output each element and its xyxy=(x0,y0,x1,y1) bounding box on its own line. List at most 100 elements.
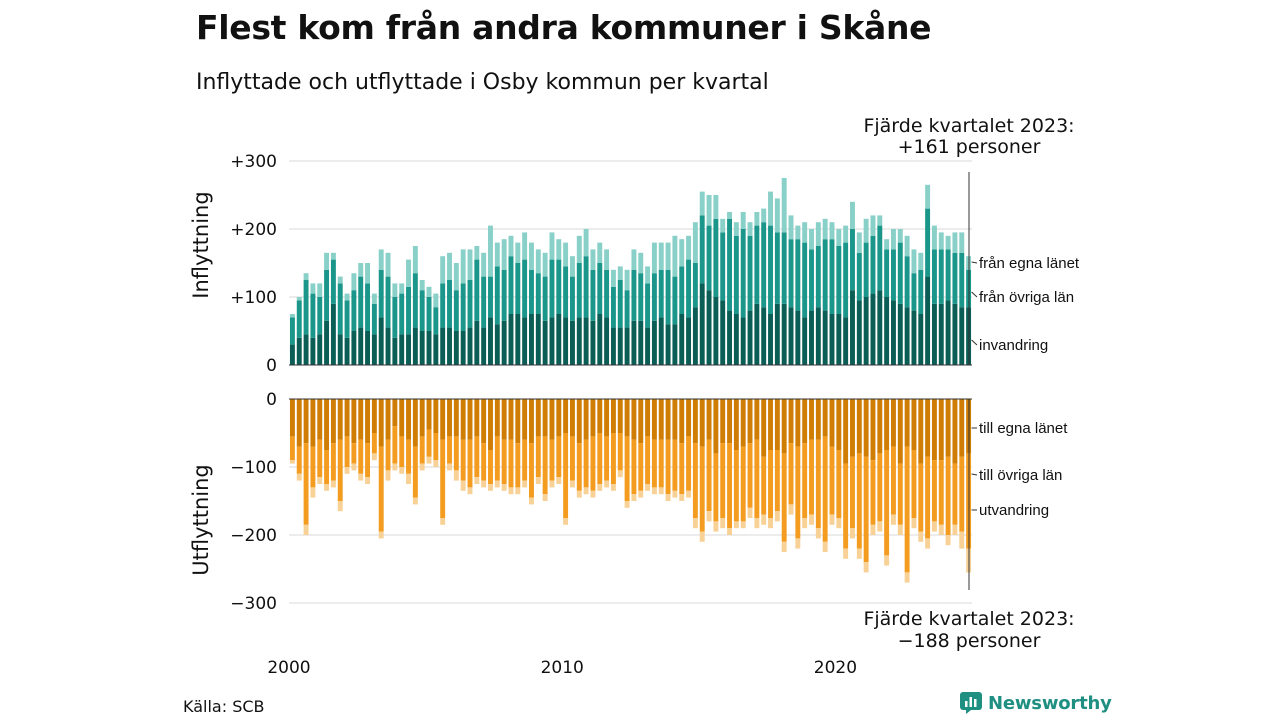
bar-segment-till-egna-länet xyxy=(289,399,295,437)
bar-segment-från-övriga-län xyxy=(481,276,487,328)
bar-segment-från-egna-länet xyxy=(440,327,446,365)
bar-segment-till-övriga-län xyxy=(959,456,965,532)
bar-segment-från-övriga-län xyxy=(351,290,357,331)
bar-segment-invandring xyxy=(453,263,459,291)
bar-segment-invandring xyxy=(365,263,371,284)
bar-segment-invandring xyxy=(378,249,384,270)
bar-segment-invandring xyxy=(911,249,917,274)
y-tick-label: −300 xyxy=(230,594,277,614)
bar-segment-från-övriga-län xyxy=(658,269,664,318)
bar-segment-från-egna-länet xyxy=(658,317,664,365)
bar-segment-till-egna-länet xyxy=(679,399,685,444)
bar-segment-invandring xyxy=(645,266,651,284)
bar-segment-till-egna-länet xyxy=(529,399,534,444)
bar-segment-till-egna-länet xyxy=(385,399,391,440)
x-tick-label: 2000 xyxy=(267,658,310,678)
bar-segment-från-övriga-län xyxy=(727,218,732,311)
bar-segment-från-övriga-län xyxy=(952,252,958,304)
bar-segment-invandring xyxy=(672,235,678,277)
bar-segment-till-övriga-län xyxy=(911,450,917,518)
bar-segment-invandring xyxy=(651,242,657,274)
bar-segment-från-egna-länet xyxy=(447,327,452,365)
bar-segment-från-övriga-län xyxy=(337,283,343,335)
bar-segment-från-egna-länet xyxy=(576,317,582,365)
bar-segment-till-övriga-län xyxy=(754,439,760,518)
bar-segment-invandring xyxy=(884,239,890,250)
bar-segment-från-övriga-län xyxy=(576,263,582,318)
bar-segment-invandring xyxy=(610,269,616,287)
bar-segment-från-egna-länet xyxy=(774,303,780,365)
bar-segment-till-egna-länet xyxy=(788,399,794,444)
bar-segment-till-övriga-län xyxy=(788,443,794,505)
bar-segment-invandring xyxy=(938,232,944,250)
bar-segment-invandring xyxy=(870,215,876,236)
bar-segment-invandring xyxy=(815,222,821,246)
bar-segment-till-övriga-län xyxy=(945,456,951,535)
bar-segment-från-övriga-län xyxy=(597,263,603,314)
bar-segment-till-övriga-län xyxy=(426,429,432,457)
bar-segment-från-övriga-län xyxy=(474,259,480,321)
bar-segment-till-övriga-län xyxy=(651,439,657,488)
bar-segment-invandring xyxy=(351,273,357,291)
bar-segment-till-övriga-län xyxy=(344,436,350,467)
bar-segment-till-egna-länet xyxy=(891,399,896,447)
bar-segment-invandring xyxy=(467,249,473,280)
bar-segment-till-övriga-län xyxy=(378,446,384,532)
bar-segment-invandring xyxy=(665,242,671,270)
bar-segment-till-övriga-län xyxy=(699,446,705,532)
bar-segment-utvandring xyxy=(597,484,603,491)
bar-segment-till-övriga-län xyxy=(740,446,746,522)
bar-segment-utvandring xyxy=(501,484,507,491)
bar-segment-invandring xyxy=(931,225,937,250)
bar-segment-från-övriga-län xyxy=(836,246,842,314)
bar-segment-utvandring xyxy=(795,538,801,549)
bar-segment-till-egna-länet xyxy=(672,399,678,440)
bar-segment-från-övriga-län xyxy=(856,252,862,301)
bar-segment-till-övriga-län xyxy=(317,439,323,478)
bar-segment-invandring xyxy=(556,239,562,260)
bar-segment-från-övriga-län xyxy=(617,280,623,328)
bar-segment-till-egna-länet xyxy=(952,399,958,464)
bar-segment-från-egna-länet xyxy=(925,276,931,365)
bar-segment-från-övriga-län xyxy=(460,283,466,331)
bar-segment-till-övriga-län xyxy=(385,439,391,471)
bar-segment-till-egna-länet xyxy=(938,399,944,461)
bar-segment-från-egna-länet xyxy=(310,337,316,365)
bar-segment-till-egna-länet xyxy=(433,399,439,433)
bar-segment-från-övriga-län xyxy=(467,280,473,328)
bar-segment-invandring xyxy=(549,232,555,260)
bar-segment-från-övriga-län xyxy=(310,293,316,338)
bar-segment-till-övriga-län xyxy=(720,443,726,518)
bar-segment-från-övriga-län xyxy=(809,249,814,311)
bar-segment-från-övriga-län xyxy=(378,269,384,318)
bar-segment-från-övriga-län xyxy=(843,242,849,318)
bar-segment-till-övriga-län xyxy=(604,436,610,481)
bar-segment-till-övriga-län xyxy=(481,443,487,481)
bar-segment-till-egna-länet xyxy=(351,399,357,444)
bar-segment-utvandring xyxy=(733,521,739,529)
bar-segment-invandring xyxy=(412,246,418,274)
bar-segment-utvandring xyxy=(727,528,732,535)
bar-segment-till-egna-länet xyxy=(515,399,521,444)
bar-segment-utvandring xyxy=(768,518,773,529)
bar-segment-utvandring xyxy=(918,531,924,542)
series-leader-line xyxy=(971,261,978,264)
bar-segment-utvandring xyxy=(679,494,685,501)
bar-segment-till-egna-länet xyxy=(665,399,671,440)
bar-segment-invandring xyxy=(371,293,377,304)
bar-segment-utvandring xyxy=(645,484,651,491)
bar-segment-från-övriga-län xyxy=(296,300,302,338)
bar-segment-från-övriga-län xyxy=(590,269,596,321)
bar-segment-till-övriga-län xyxy=(371,433,377,454)
bar-segment-till-övriga-län xyxy=(610,433,616,484)
bar-segment-utvandring xyxy=(692,518,698,529)
annotation-text: Fjärde kvartalet 2023: xyxy=(863,115,1074,137)
bar-segment-från-övriga-län xyxy=(563,266,569,318)
bar-segment-från-övriga-län xyxy=(399,293,405,335)
bar-segment-till-övriga-län xyxy=(850,456,855,529)
bar-segment-från-egna-länet xyxy=(877,290,883,365)
bar-segment-från-övriga-län xyxy=(289,317,295,345)
bar-segment-till-egna-länet xyxy=(358,399,364,440)
bar-segment-från-övriga-län xyxy=(631,269,637,321)
bar-segment-från-övriga-län xyxy=(419,290,425,331)
